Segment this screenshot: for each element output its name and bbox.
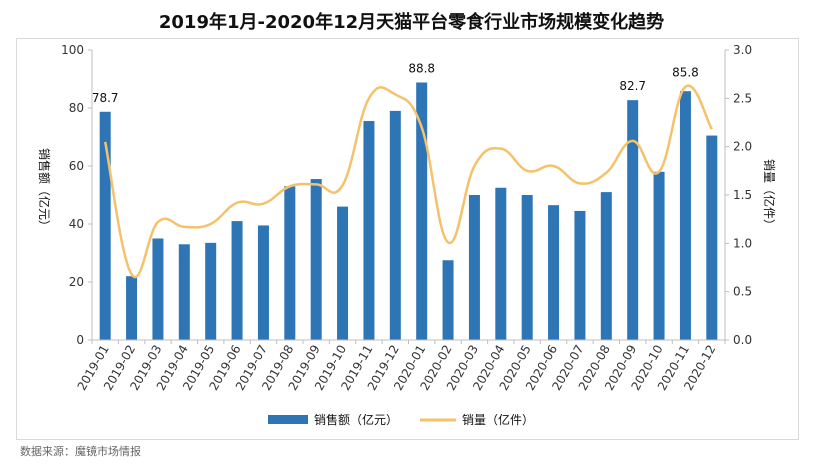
bar-2019-06 bbox=[231, 221, 243, 340]
bar-2019-08 bbox=[284, 186, 296, 340]
volume-series-line bbox=[103, 84, 713, 279]
left-tick-label: 40 bbox=[69, 217, 84, 231]
bar-2020-06 bbox=[548, 205, 560, 340]
right-tick-label: 0.5 bbox=[733, 285, 752, 299]
bar-2020-11 bbox=[679, 91, 691, 341]
data-label-2019-01: 78.7 bbox=[92, 91, 119, 105]
bar-2020-07 bbox=[574, 210, 586, 340]
bar-2020-05 bbox=[521, 195, 533, 340]
bar-2020-12 bbox=[706, 135, 718, 340]
bar-2019-07 bbox=[257, 225, 269, 340]
bar-2019-05 bbox=[205, 242, 217, 340]
bar-2020-02 bbox=[442, 260, 454, 340]
left-tick-label: 100 bbox=[61, 43, 84, 57]
chart-title: 2019年1月-2020年12月天猫平台零食行业市场规模变化趋势 bbox=[158, 12, 665, 33]
bar-2019-11 bbox=[363, 121, 375, 340]
right-tick-label: 2.5 bbox=[733, 91, 752, 105]
legend: 销售额（亿元） 销量（亿件） bbox=[268, 412, 534, 427]
right-tick-label: 1.5 bbox=[733, 188, 752, 202]
right-tick-label: 1.0 bbox=[733, 236, 752, 250]
bar-2019-09 bbox=[310, 179, 322, 340]
bar-2019-10 bbox=[337, 206, 349, 340]
left-tick-label: 20 bbox=[69, 275, 84, 289]
bar-2019-01 bbox=[99, 111, 111, 341]
right-axis-title: 销量（亿件） bbox=[762, 159, 777, 231]
source-note: 数据来源：魔镜市场情报 bbox=[20, 445, 141, 458]
right-tick-label: 3.0 bbox=[733, 43, 752, 57]
legend-swatch-sales bbox=[268, 415, 308, 424]
bar-2020-09 bbox=[627, 100, 639, 340]
bar-2020-04 bbox=[495, 187, 507, 340]
bar-2019-12 bbox=[389, 110, 401, 341]
chart-frame bbox=[16, 38, 799, 440]
legend-label-volume: 销量（亿件） bbox=[462, 412, 534, 427]
left-axis-title: 销售额（亿元） bbox=[37, 148, 52, 232]
bars-layer bbox=[99, 82, 718, 341]
line-layer bbox=[103, 84, 713, 279]
right-tick-label: 0.0 bbox=[733, 333, 752, 347]
left-tick-label: 0 bbox=[76, 333, 84, 347]
labels-layer: 78.7 88.8 82.7 85.8 bbox=[92, 61, 699, 104]
data-label-2020-01: 88.8 bbox=[408, 61, 435, 75]
left-tick-label: 60 bbox=[69, 159, 84, 173]
legend-label-sales: 销售额（亿元） bbox=[314, 412, 398, 427]
data-label-2020-09: 82.7 bbox=[619, 79, 646, 93]
bar-2020-08 bbox=[600, 192, 612, 340]
bar-2020-10 bbox=[653, 171, 665, 340]
right-tick-label: 2.0 bbox=[733, 140, 752, 154]
bar-2020-01 bbox=[416, 82, 428, 340]
left-tick-label: 80 bbox=[69, 101, 84, 115]
bar-2019-04 bbox=[178, 244, 190, 340]
bar-2019-03 bbox=[152, 238, 164, 340]
bar-2020-03 bbox=[468, 195, 480, 340]
data-label-2020-11: 85.8 bbox=[672, 66, 699, 80]
bar-2019-02 bbox=[126, 276, 138, 340]
